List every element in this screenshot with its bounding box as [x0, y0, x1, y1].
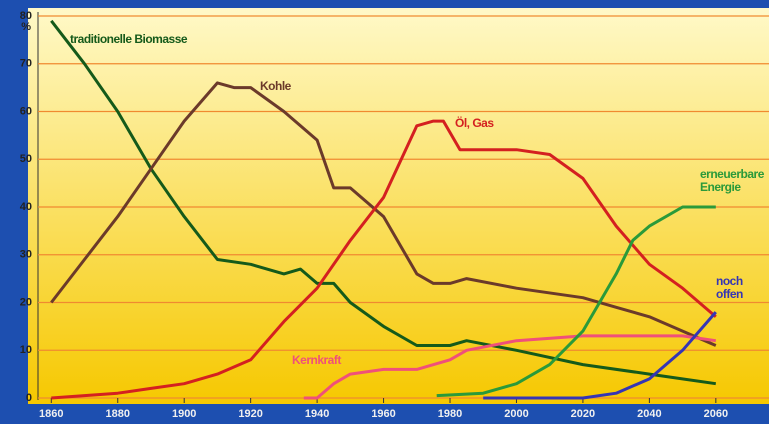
y-tick-label: 20 [20, 296, 32, 308]
y-tick-label: 0 [26, 392, 32, 404]
series-label: erneuerbare Energie [700, 167, 764, 194]
plot-area [28, 8, 769, 404]
x-tick-label: 1900 [172, 408, 196, 420]
series-line [50, 19, 717, 386]
x-tick-label: 1880 [106, 408, 130, 420]
y-unit: % [21, 21, 31, 33]
series-line [483, 311, 717, 400]
y-tick-label: 50 [20, 153, 32, 165]
series-label: Öl, Gas [455, 116, 494, 130]
series-line [436, 205, 716, 398]
series-label: Kernkraft [292, 353, 341, 367]
series-line [51, 119, 717, 400]
y-tick-label: 40 [20, 201, 32, 213]
x-tick-label: 2000 [504, 408, 528, 420]
x-tick-label: 1980 [438, 408, 462, 420]
x-tick-label: 2060 [704, 408, 728, 420]
y-tick-label: 30 [20, 249, 32, 261]
y-tick-label: 80 [20, 10, 32, 22]
x-tick-label: 1920 [238, 408, 262, 420]
series-label: noch offen [716, 274, 743, 301]
x-tick-label: 1940 [305, 408, 329, 420]
y-tick-label: 70 [20, 58, 32, 70]
x-tick-label: 2040 [637, 408, 661, 420]
series-label: Kohle [260, 79, 291, 93]
x-tick-label: 1860 [39, 408, 63, 420]
y-tick-label: 10 [20, 344, 32, 356]
series-line [303, 334, 717, 400]
x-tick-label: 1960 [371, 408, 395, 420]
series-line [50, 81, 717, 347]
series-label: traditionelle Biomasse [70, 32, 188, 46]
x-tick-label: 2020 [571, 408, 595, 420]
y-tick-label: 60 [20, 105, 32, 117]
